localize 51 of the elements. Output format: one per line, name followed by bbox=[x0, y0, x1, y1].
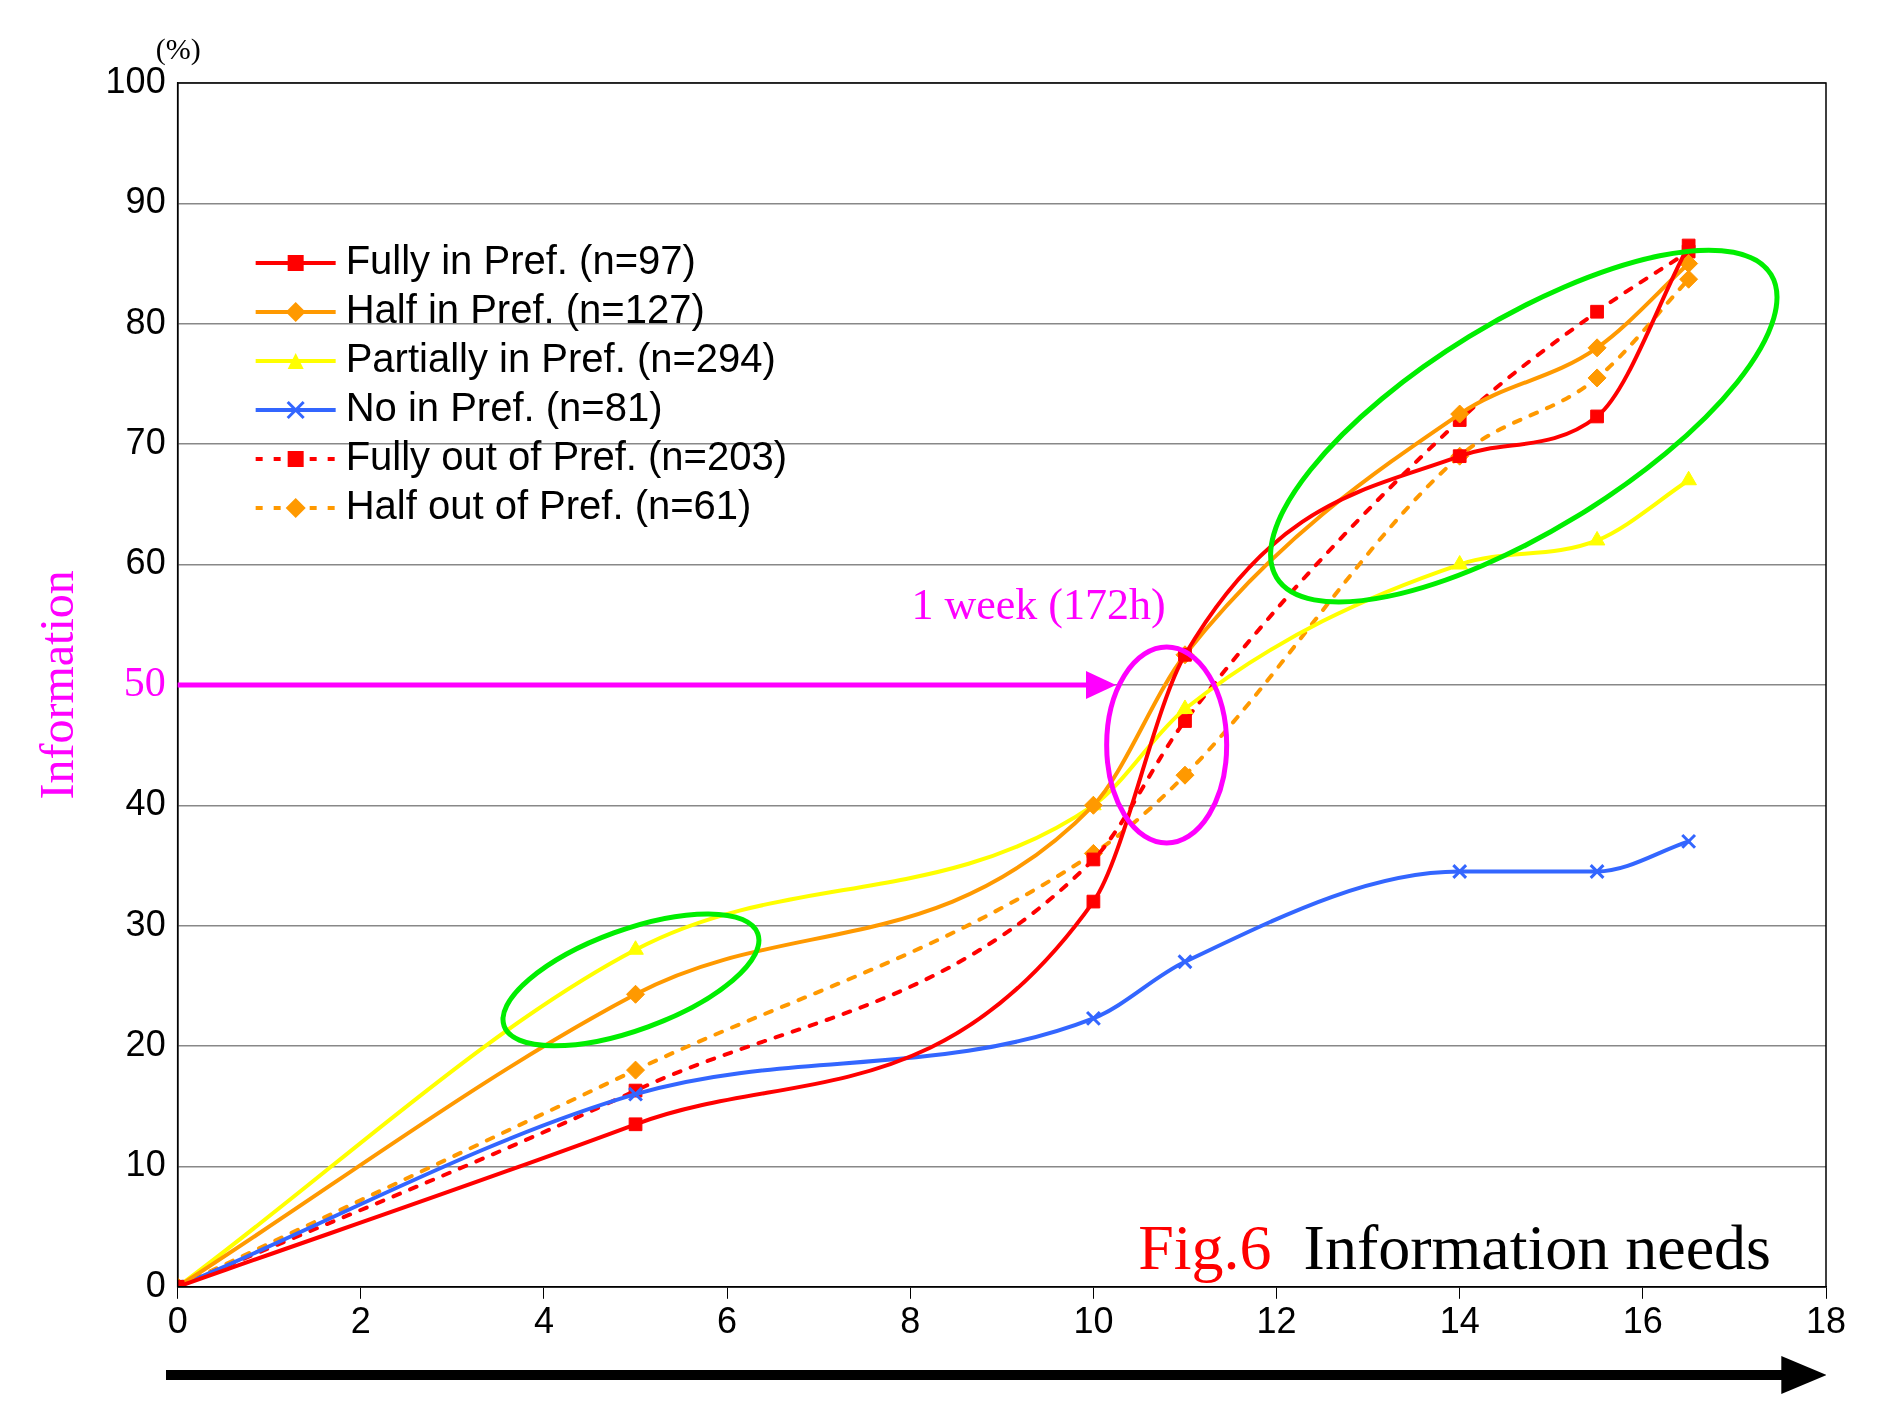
point bbox=[1679, 254, 1699, 274]
point bbox=[1679, 269, 1699, 289]
text: Fig.6 bbox=[1138, 1211, 1272, 1283]
point bbox=[1587, 338, 1607, 358]
x-tick-label: 12 bbox=[1256, 1300, 1297, 1342]
x-tick-label: 6 bbox=[717, 1300, 738, 1342]
legend-label: No in Pref. (n=81) bbox=[345, 385, 663, 430]
legend-label: Fully out of Pref. (n=203) bbox=[345, 434, 787, 479]
point bbox=[1590, 304, 1604, 319]
point bbox=[1590, 409, 1604, 424]
y-tick-label: 60 bbox=[125, 541, 166, 583]
y-tick-label: 20 bbox=[125, 1022, 166, 1064]
point bbox=[627, 1086, 644, 1103]
point bbox=[1085, 1010, 1102, 1027]
point bbox=[1175, 765, 1195, 785]
x-tick-label: 16 bbox=[1622, 1300, 1663, 1342]
y-tick-label: 50 bbox=[123, 658, 166, 705]
y-tick-label: 10 bbox=[125, 1143, 166, 1185]
x-tick-label: 14 bbox=[1439, 1300, 1480, 1342]
point bbox=[1587, 368, 1607, 388]
x-tick-label: 10 bbox=[1073, 1300, 1114, 1342]
point bbox=[1083, 795, 1103, 815]
point bbox=[1178, 714, 1192, 728]
text: Information needs bbox=[1303, 1211, 1771, 1283]
point bbox=[1086, 894, 1101, 909]
x-tick-label: 2 bbox=[350, 1300, 371, 1342]
legend-label: Fully in Pref. (n=97) bbox=[345, 238, 696, 283]
point bbox=[626, 1060, 646, 1080]
legend-label: Half out of Pref. (n=61) bbox=[345, 483, 752, 528]
point bbox=[1451, 863, 1468, 880]
y-tick-label: 30 bbox=[125, 902, 166, 944]
point bbox=[1589, 863, 1605, 880]
y-tick-label: 40 bbox=[125, 782, 166, 824]
legend-label: Half in Pref. (n=127) bbox=[345, 287, 705, 332]
y-tick-label: 80 bbox=[125, 300, 166, 342]
ref-line-label: 1 week (172h) bbox=[911, 579, 1166, 629]
x-tick-label: 8 bbox=[900, 1300, 921, 1342]
point bbox=[1177, 953, 1193, 970]
x-tick-label: 18 bbox=[1805, 1300, 1847, 1342]
x-tick-label: 4 bbox=[533, 1300, 554, 1342]
point bbox=[1451, 555, 1468, 570]
point bbox=[1086, 852, 1101, 867]
point bbox=[626, 984, 646, 1004]
y-tick-label: 90 bbox=[125, 180, 166, 222]
point bbox=[1680, 833, 1697, 850]
y-tick-label: 0 bbox=[145, 1263, 166, 1305]
y-tick-label: 70 bbox=[125, 421, 166, 463]
point bbox=[1450, 404, 1470, 424]
legend-label: Partially in Pref. (n=294) bbox=[345, 336, 776, 381]
point bbox=[628, 1117, 643, 1132]
y-axis-title: Information bbox=[30, 570, 84, 800]
